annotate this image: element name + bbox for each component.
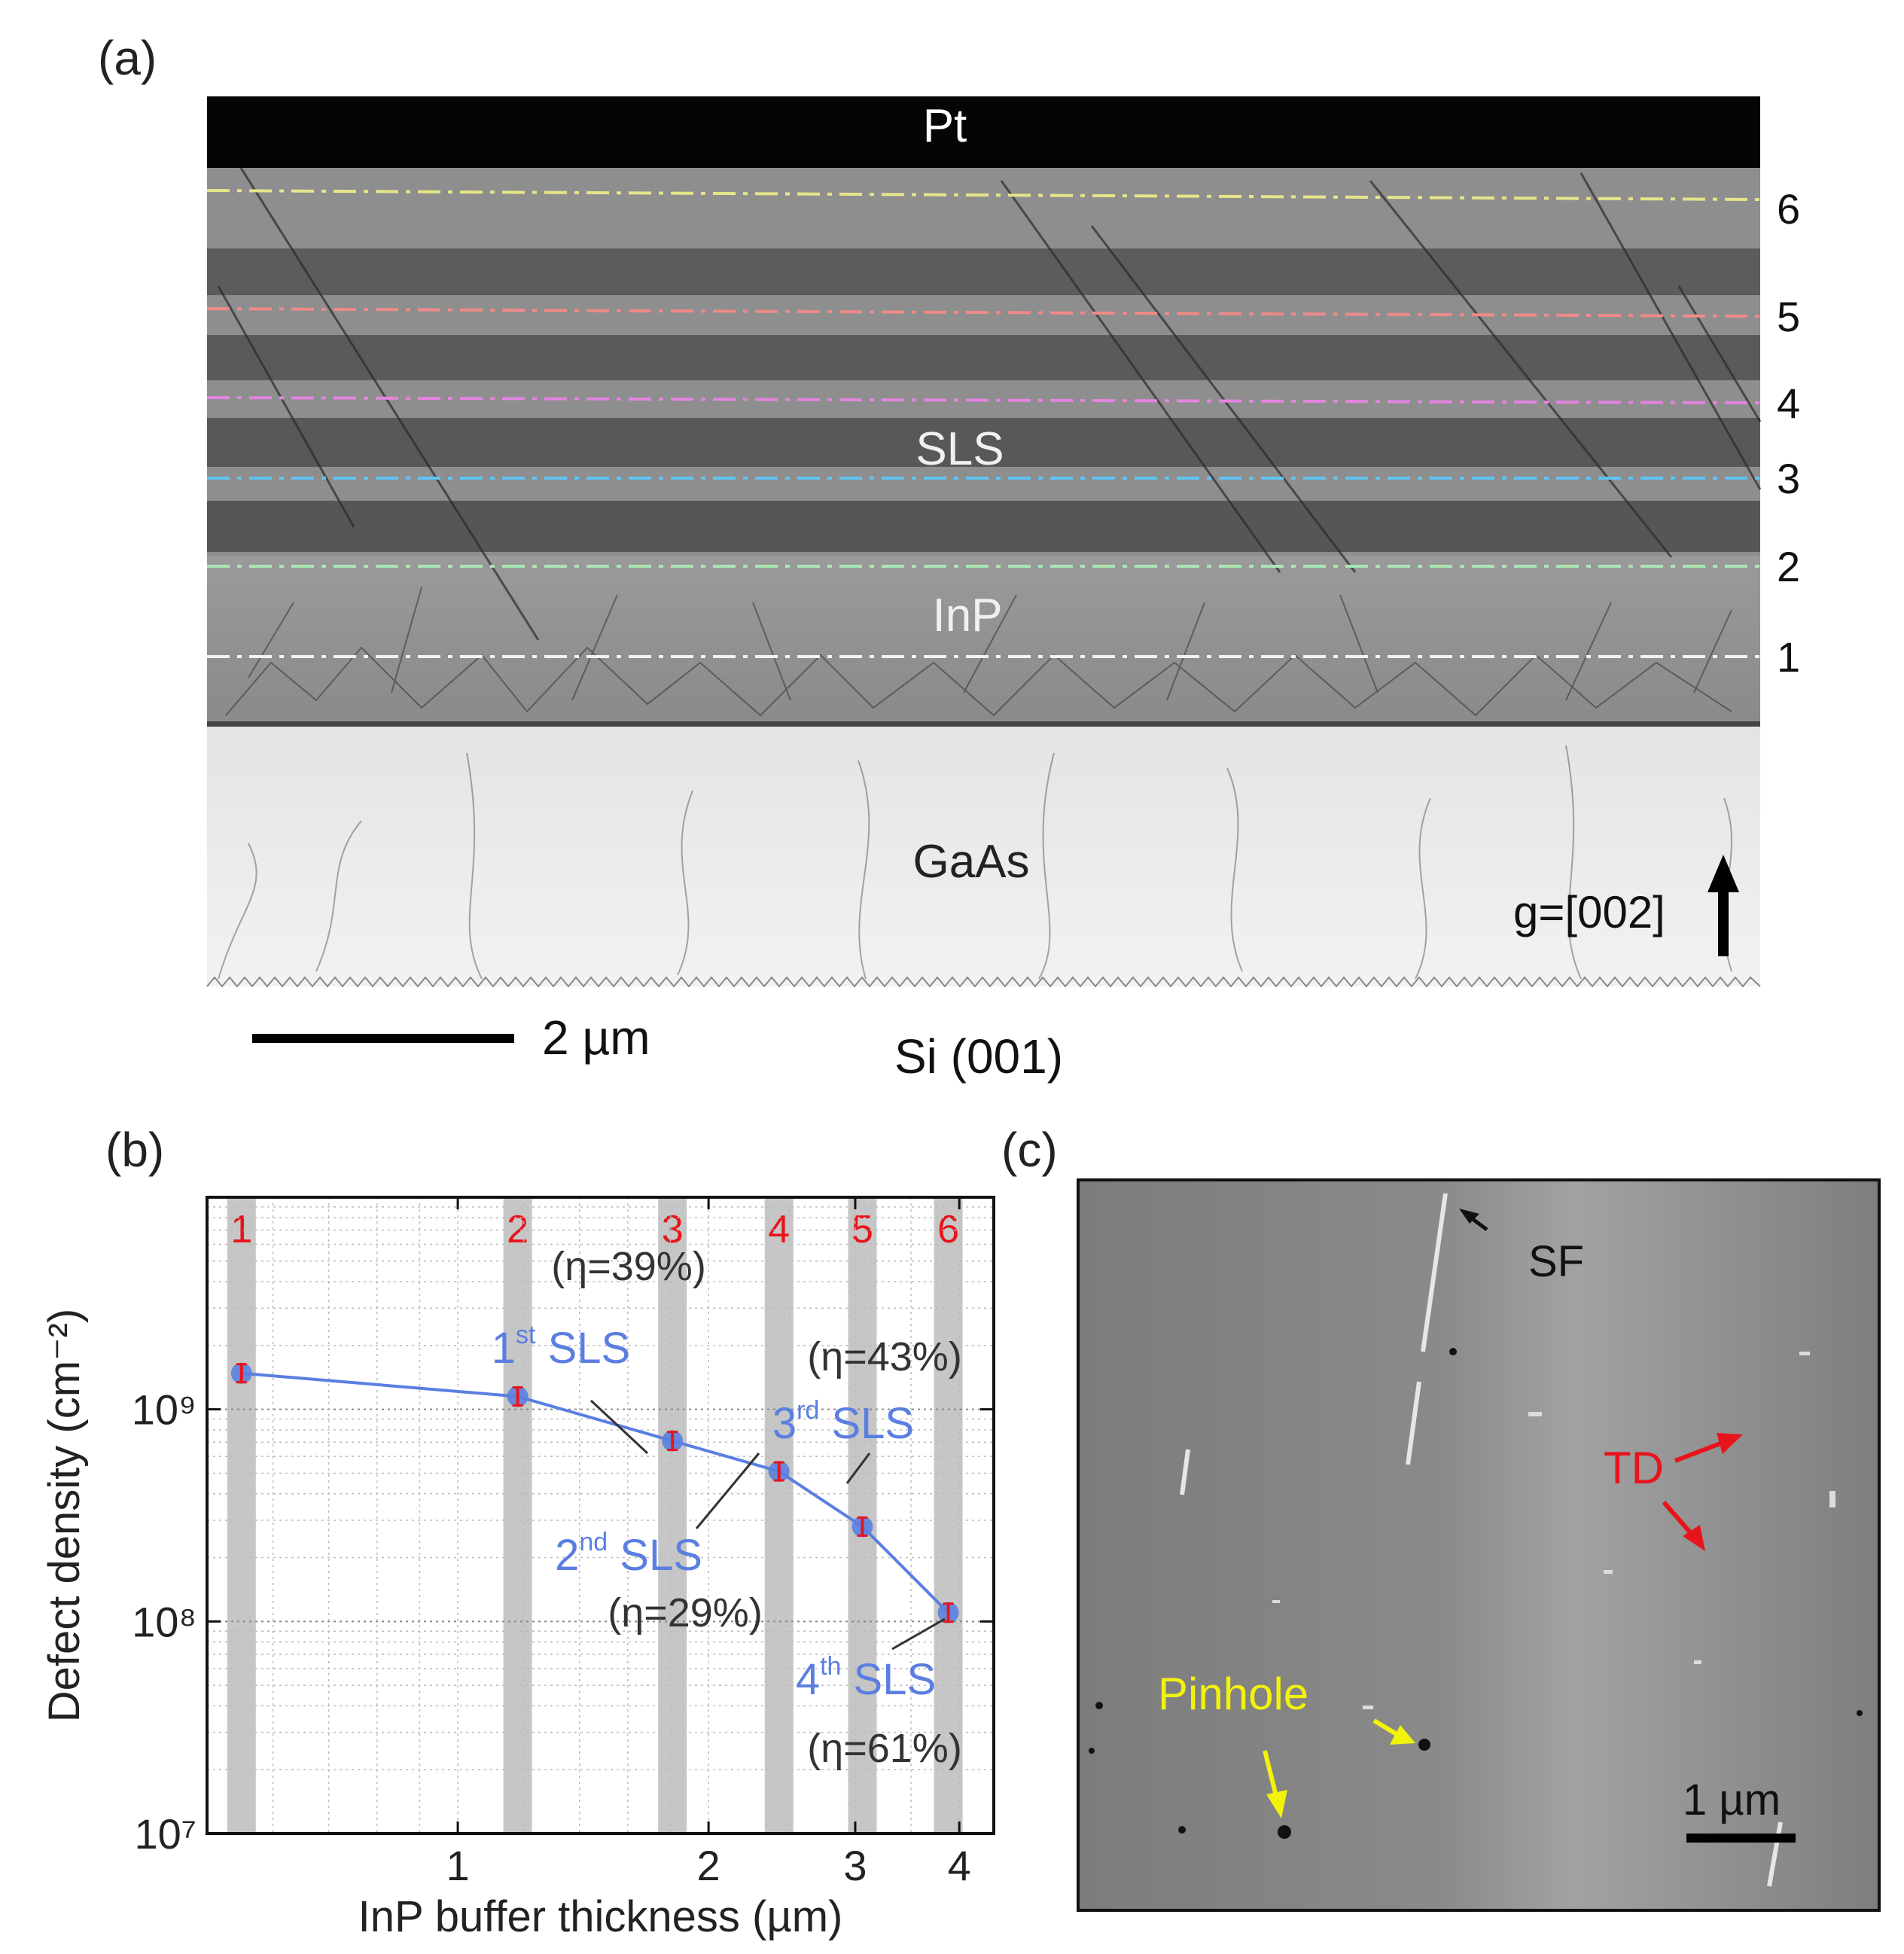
line-label-5: 5 xyxy=(1777,293,1800,340)
g-vector-label: g=[002] xyxy=(1513,887,1665,937)
sls-band-6 xyxy=(934,1197,963,1834)
sls-band-2 xyxy=(503,1197,532,1834)
sf-label: SF xyxy=(1528,1237,1584,1286)
sls-band-5 xyxy=(848,1197,877,1834)
line-label-6: 6 xyxy=(1777,185,1800,233)
threading-dislocation-marks xyxy=(1272,1352,1835,1709)
scale-bar-a-label: 2 µm xyxy=(542,1011,650,1065)
scale-bar-a xyxy=(252,1034,514,1043)
inp-gaas-interface xyxy=(207,721,1760,727)
measurement-lines xyxy=(206,189,1761,658)
pinhole-label: Pinhole xyxy=(1158,1669,1308,1719)
pinhole-arrow-1-line xyxy=(1263,1750,1278,1797)
sls-bands xyxy=(207,248,1760,552)
sls-eta-1: (η=39%) xyxy=(551,1244,706,1289)
pinhole-arrow-1-icon xyxy=(1266,1790,1287,1818)
line-label-3: 3 xyxy=(1777,455,1800,502)
panel-c-label: (c) xyxy=(1001,1123,1058,1177)
pt-layer-label: Pt xyxy=(923,100,967,152)
panel-b-label: (b) xyxy=(105,1123,165,1177)
sem-background xyxy=(1077,1178,1881,1912)
axis-ticks: 1 2 3 4 10⁷ 10⁸ 10⁹ xyxy=(132,1197,994,1889)
line-label-4: 4 xyxy=(1777,380,1800,427)
td-arrow-1-icon xyxy=(1717,1433,1743,1454)
sls-ordinal-4: 4th SLS xyxy=(796,1652,936,1704)
sls-eta-2: (η=29%) xyxy=(608,1590,763,1635)
y-tick-label: 10⁷ xyxy=(134,1810,196,1858)
g-vector-arrow-icon xyxy=(1708,855,1739,956)
measure-line-4 xyxy=(206,396,1761,404)
sem-plan-view-image: SF TD Pinhole 1 µm xyxy=(1077,1178,1881,1912)
sls-eta-3: (η=43%) xyxy=(807,1334,962,1379)
y-axis-label: Defect density (cm⁻²) xyxy=(40,1309,89,1723)
x-tick-label: 2 xyxy=(697,1842,720,1889)
x-tick-label: 4 xyxy=(948,1842,971,1889)
scale-bar-c-label: 1 µm xyxy=(1683,1776,1781,1824)
gaas-layer-label: GaAs xyxy=(912,836,1029,888)
pinholes xyxy=(1089,1348,1863,1839)
td-label: TD xyxy=(1604,1443,1664,1493)
gaas-region xyxy=(207,727,1760,986)
td-arrow-2-icon xyxy=(1683,1525,1705,1551)
x-tick-label: 3 xyxy=(843,1842,867,1889)
x-tick-label: 1 xyxy=(446,1842,469,1889)
plot-frame xyxy=(206,1196,995,1835)
scale-bar-c xyxy=(1686,1834,1796,1843)
sls-eta-4: (η=61%) xyxy=(807,1726,962,1771)
inp-region xyxy=(207,556,1760,725)
sls-ordinal-2: 2nd SLS xyxy=(555,1528,702,1580)
stacking-fault-streaks xyxy=(1180,1193,1783,1887)
data-series xyxy=(230,1362,959,1623)
chart-grid xyxy=(207,1197,994,1834)
pt-layer xyxy=(207,96,1760,168)
sls-band-3 xyxy=(658,1197,687,1834)
line-label-2: 2 xyxy=(1777,543,1800,590)
sls-ordinal-3: 3rd SLS xyxy=(772,1396,914,1448)
si-interface-edge xyxy=(206,976,1761,988)
y-tick-label: 10⁹ xyxy=(132,1386,196,1434)
annotation-leader-3 xyxy=(845,1453,871,1484)
gaas-dislocations xyxy=(218,745,1732,980)
td-arrow-1-line xyxy=(1674,1441,1722,1463)
band-label-1: 1 xyxy=(230,1208,252,1251)
inp-layer-label: InP xyxy=(932,590,1002,642)
tem-cross-section-image: Pt SLS InP GaAs Si (001) 1 2 3 4 5 6 g=[… xyxy=(206,96,1800,1084)
panel-a-label: (a) xyxy=(98,31,157,85)
sls-band-4 xyxy=(764,1197,794,1834)
sls-annotations: (η=39%) 1st SLS (η=29%) 2nd SLS (η=43%) 3rd S… xyxy=(492,1244,962,1771)
substrate-label: Si (001) xyxy=(894,1029,1063,1084)
sf-arrow-icon xyxy=(1459,1209,1479,1224)
x-axis-label: InP buffer thickness (µm) xyxy=(358,1892,843,1941)
annotation-leader-4 xyxy=(891,1617,946,1651)
measure-line-5 xyxy=(206,307,1761,318)
y-tick-label: 10⁸ xyxy=(132,1598,196,1645)
line-label-1: 1 xyxy=(1777,633,1800,681)
sls-layer-label: SLS xyxy=(915,423,1004,475)
td-arrow-2-line xyxy=(1662,1501,1692,1534)
inp-dislocation-network xyxy=(225,587,1732,717)
threading-dislocations xyxy=(217,167,1762,641)
sls-ordinal-1: 1st SLS xyxy=(492,1321,630,1373)
pinhole-arrow-2-line xyxy=(1372,1718,1398,1736)
annotation-leader-1 xyxy=(589,1399,649,1455)
annotation-leader-2 xyxy=(695,1453,760,1529)
sls-band-1 xyxy=(227,1197,256,1834)
pinhole-arrow-2-icon xyxy=(1390,1725,1415,1745)
measure-line-6 xyxy=(206,189,1761,201)
series-line xyxy=(241,1371,949,1614)
